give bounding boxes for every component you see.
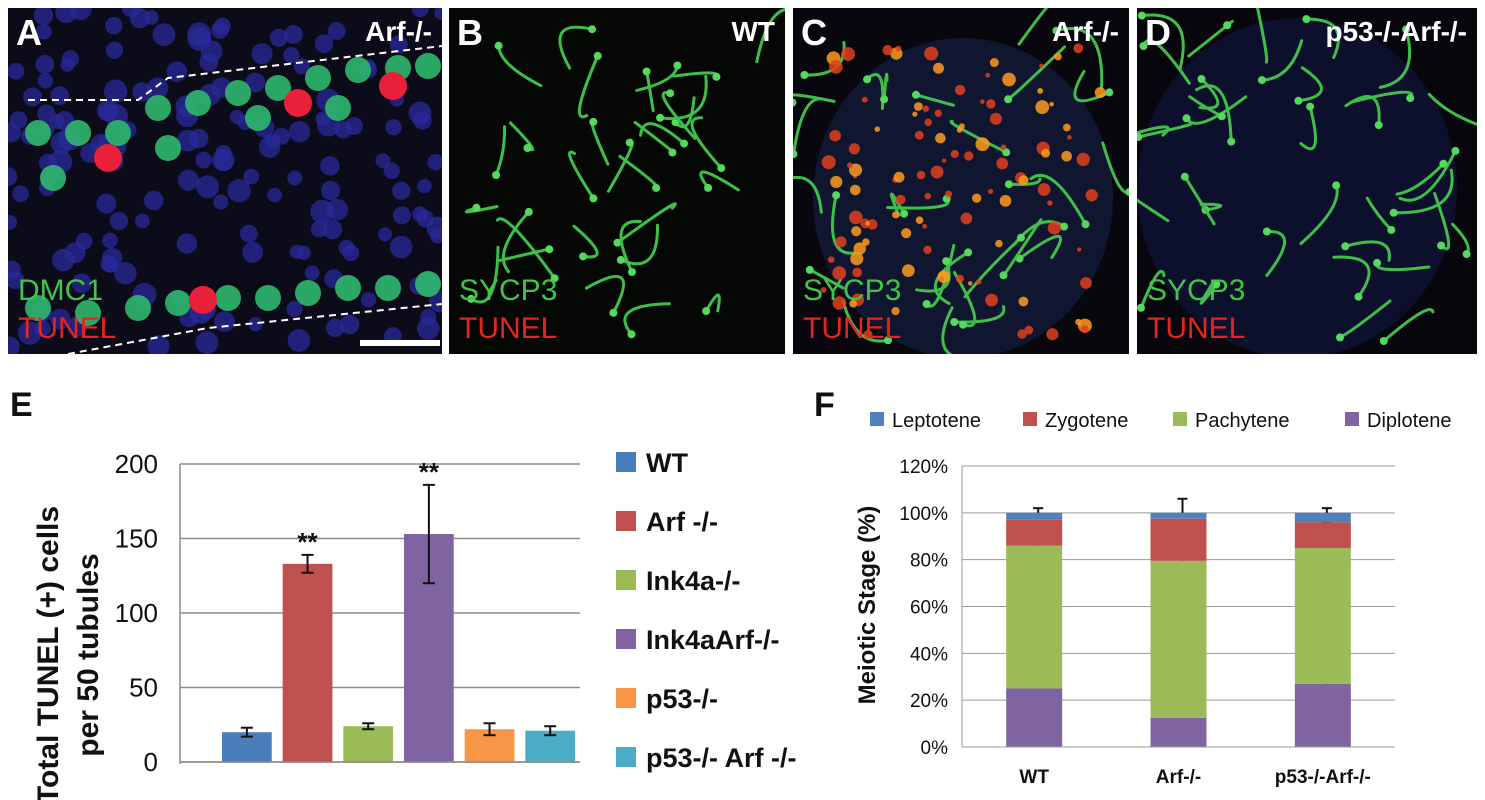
y-tick-label: 100 — [115, 598, 158, 628]
panel-letter: A — [16, 12, 42, 53]
stacked-segment — [1150, 518, 1207, 561]
genotype-label: Arf-/- — [365, 16, 432, 47]
legend-swatch — [616, 452, 636, 472]
stain-green-label: DMC1 — [18, 274, 104, 307]
scale-bar — [360, 340, 440, 346]
chart-f-letter: F — [814, 386, 835, 424]
stacked-segment — [1150, 512, 1207, 519]
legend-swatch — [1173, 412, 1187, 426]
stacked-segment — [1150, 717, 1207, 747]
micrograph-b-image — [449, 8, 785, 354]
significance-label: ** — [297, 527, 318, 557]
y-tick-label: 0% — [921, 738, 949, 759]
bar — [343, 726, 394, 762]
legend-swatch — [870, 412, 884, 426]
genotype-label: WT — [731, 16, 775, 47]
micrograph-c-image — [793, 8, 1129, 354]
genotype-label: p53-/-Arf-/- — [1325, 16, 1467, 47]
y-tick-label: 120% — [899, 457, 948, 478]
chart-e-letter: E — [10, 386, 33, 424]
panel-letter: B — [457, 12, 483, 53]
micrograph-panel-d: D p53-/-Arf-/- SYCP3 TUNEL — [1137, 8, 1477, 354]
stain-red-label: TUNEL — [1147, 312, 1246, 345]
y-axis-label: Meiotic Stage (%) — [854, 506, 881, 705]
significance-label: ** — [419, 457, 440, 487]
micrograph-a-image — [8, 8, 442, 354]
y-axis-label-line1: Total TUNEL (+) cells — [32, 506, 65, 800]
y-tick-label: 150 — [115, 524, 158, 554]
legend-item: Ink4a-/- — [646, 566, 741, 596]
x-tick-label: Arf-/- — [1156, 767, 1201, 788]
y-tick-label: 50 — [129, 673, 158, 703]
legend-swatch — [616, 629, 636, 649]
stain-red-label: TUNEL — [803, 312, 902, 345]
y-tick-label: 100% — [899, 504, 948, 525]
legend-item: p53-/- — [646, 684, 718, 714]
legend-swatch — [1023, 412, 1037, 426]
legend-swatch — [1345, 412, 1359, 426]
legend-item: p53-/- Arf -/- — [646, 743, 797, 773]
stacked-segment — [1150, 560, 1207, 718]
micrograph-panel-b: B WT SYCP3 TUNEL — [449, 8, 785, 354]
legend-item: Diplotene — [1367, 410, 1452, 432]
panel-letter: D — [1145, 12, 1171, 53]
legend-item: Leptotene — [892, 410, 981, 432]
stain-red-label: TUNEL — [18, 312, 117, 345]
legend-item: Pachytene — [1195, 410, 1290, 432]
y-tick-label: 40% — [910, 644, 948, 665]
stacked-segment — [1006, 512, 1063, 520]
stain-green-label: SYCP3 — [1147, 274, 1246, 307]
y-axis-label-line2: per 50 tubules — [72, 553, 105, 756]
y-tick-label: 20% — [910, 691, 948, 712]
y-tick-label: 200 — [115, 449, 158, 479]
y-tick-label: 0 — [144, 747, 158, 777]
stain-green-label: SYCP3 — [459, 274, 558, 307]
legend-item: Ink4aArf-/- — [646, 625, 780, 655]
stain-red-label: TUNEL — [459, 312, 558, 345]
legend-swatch — [616, 688, 636, 708]
stacked-segment — [1294, 512, 1351, 523]
chart-e: 0 50 100 150 200 ** ** WT Arf -/- Ink4a-/- Ink4a… — [32, 448, 797, 800]
stacked-segment — [1294, 522, 1351, 548]
legend-swatch — [616, 511, 636, 531]
stacked-segment — [1006, 688, 1063, 747]
legend-swatch — [616, 570, 636, 590]
micrograph-panel-c: C Arf-/- SYCP3 TUNEL — [793, 8, 1129, 354]
y-tick-label: 60% — [910, 598, 948, 619]
bar — [282, 563, 333, 762]
x-tick-label: p53-/-Arf-/- — [1275, 767, 1371, 788]
stacked-segment — [1294, 683, 1351, 747]
legend-item: WT — [646, 448, 688, 478]
chart-f: Leptotene Zygotene Pachytene Diplotene 0% 20… — [854, 410, 1452, 788]
micrograph-d-image — [1137, 8, 1477, 354]
legend-swatch — [616, 747, 636, 767]
y-tick-label: 80% — [910, 551, 948, 572]
stacked-segment — [1006, 545, 1063, 689]
legend-item: Arf -/- — [646, 507, 718, 537]
legend-item: Zygotene — [1045, 410, 1128, 432]
genotype-label: Arf-/- — [1052, 16, 1119, 47]
stain-green-label: SYCP3 — [803, 274, 902, 307]
panel-letter: C — [801, 12, 827, 53]
micrograph-panel-a: A Arf-/- DMC1 TUNEL — [8, 8, 442, 354]
stacked-segment — [1294, 547, 1351, 684]
x-tick-label: WT — [1019, 767, 1049, 788]
stacked-segment — [1006, 519, 1063, 546]
